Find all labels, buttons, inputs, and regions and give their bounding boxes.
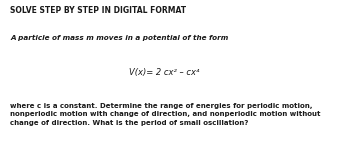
Text: SOLVE STEP BY STEP IN DIGITAL FORMAT: SOLVE STEP BY STEP IN DIGITAL FORMAT	[10, 6, 187, 15]
Text: where c is a constant. Determine the range of energies for periodic motion,
nonp: where c is a constant. Determine the ran…	[10, 103, 321, 126]
Text: V(x)= 2 cx² – cx⁴: V(x)= 2 cx² – cx⁴	[129, 68, 200, 77]
Text: A particle of mass m moves in a potential of the form: A particle of mass m moves in a potentia…	[10, 35, 229, 41]
